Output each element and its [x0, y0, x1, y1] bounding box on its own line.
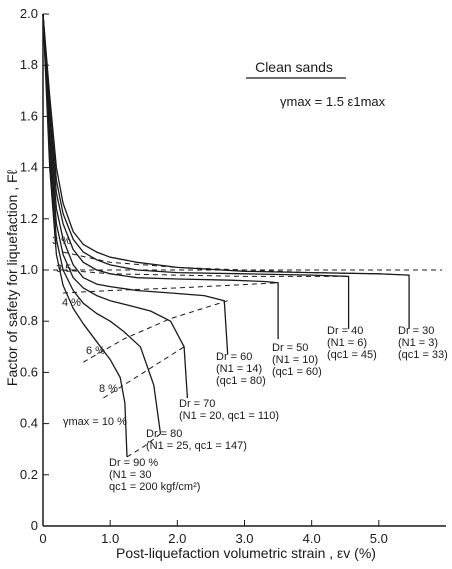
curve-label-6: qc1 = 200 kgf/cm²) [109, 481, 200, 493]
dr-curves [42, 13, 410, 457]
curve-label-2: Dr = 50 [272, 342, 308, 354]
x-tick-label: 3.0 [235, 531, 253, 546]
gamma-label-1: 3.5 [56, 263, 71, 275]
curve-label-4: (N1 = 20, qc1 = 110) [179, 410, 279, 422]
x-axis-title: Post-liquefaction volumetric strain , εv… [116, 545, 376, 561]
curve-label-2: (qc1 = 60) [272, 366, 322, 378]
x-tick-label: 1.0 [101, 531, 119, 546]
x-tick-label: 2.0 [168, 531, 186, 546]
curve-label-0: (N1 = 3) [398, 337, 438, 349]
y-tick-label: 1.6 [20, 108, 38, 123]
y-tick-label: 0 [31, 518, 38, 533]
chart-title: Clean sands [255, 59, 333, 75]
chart-subtitle: γmax = 1.5 ε1max [280, 94, 386, 109]
dr-curve-3 [42, 13, 229, 355]
curve-labels: Dr = 30(N1 = 3)(qc1 = 33) Dr = 40(N1 = 6)… [109, 325, 448, 493]
curve-label-4: Dr = 70 [179, 398, 215, 410]
y-tick-label: 0.4 [20, 416, 38, 431]
x-tick-label: 5.0 [370, 531, 388, 546]
gamma-line-0 [62, 251, 410, 276]
dr-curve-5 [42, 13, 162, 434]
plot-area: 0 0.2 0.4 0.6 0.8 1.0 1.2 1.4 1.6 1.8 2.0 0 1.0 2.0 3… [20, 6, 448, 546]
curve-label-0: (qc1 = 33) [398, 349, 448, 361]
gamma-line-5 [126, 433, 161, 458]
x-tick-label: 4.0 [303, 531, 321, 546]
gamma-labels: 3 % 3.5 4 % 6 % 8 % γmax = 10 % [52, 235, 127, 428]
dr-curve-2 [42, 13, 279, 340]
y-tick-label: 1.0 [20, 262, 38, 277]
y-axis-title: Factor of safety for liquefaction , Fℓ [4, 169, 20, 386]
y-tick-label: 0.6 [20, 364, 38, 379]
y-tick-label: 0.8 [20, 313, 38, 328]
y-tick-label: 0.2 [20, 467, 38, 482]
gamma-line-4 [103, 346, 185, 399]
curve-label-2: (N1 = 10) [272, 354, 318, 366]
curve-label-6: Dr = 90 % [109, 457, 158, 469]
curve-label-3: Dr = 60 [216, 351, 252, 363]
y-tick-label: 1.8 [20, 57, 38, 72]
dr-curve-0 [42, 13, 410, 329]
gamma-line-1 [63, 269, 349, 277]
curve-label-1: (N1 = 6) [327, 337, 367, 349]
x-ticks: 0 1.0 2.0 3.0 4.0 5.0 [39, 520, 388, 546]
curve-label-5: Dr = 80 [146, 428, 182, 440]
gamma-line-2 [63, 282, 279, 294]
gamma-label-5: γmax = 10 % [63, 416, 127, 428]
y-tick-label: 2.0 [20, 6, 38, 21]
curve-label-1: (qc1 = 45) [327, 349, 377, 361]
curve-label-3: (qc1 = 80) [216, 375, 266, 387]
x-tick-label: 0 [39, 531, 46, 546]
curve-label-5: (N1 = 25, qc1 = 147) [146, 440, 247, 452]
curve-label-3: (N1 = 14) [216, 363, 262, 375]
dr-curve-1 [42, 13, 350, 329]
dr-curve-6 [42, 13, 128, 457]
y-ticks: 0 0.2 0.4 0.6 0.8 1.0 1.2 1.4 1.6 1.8 2.0 [20, 6, 49, 533]
gamma-label-0: 3 % [52, 235, 71, 247]
gamma-label-2: 4 % [62, 297, 81, 309]
dr-curve-4 [42, 13, 189, 399]
gamma-label-4: 8 % [99, 383, 118, 395]
curve-label-1: Dr = 40 [327, 325, 363, 337]
y-tick-label: 1.2 [20, 211, 38, 226]
gamma-line-3 [83, 300, 228, 363]
gamma-label-3: 6 % [86, 345, 105, 357]
y-tick-label: 1.4 [20, 160, 38, 175]
curve-label-0: Dr = 30 [398, 325, 434, 337]
curve-label-6: (N1 = 30 [109, 469, 152, 481]
